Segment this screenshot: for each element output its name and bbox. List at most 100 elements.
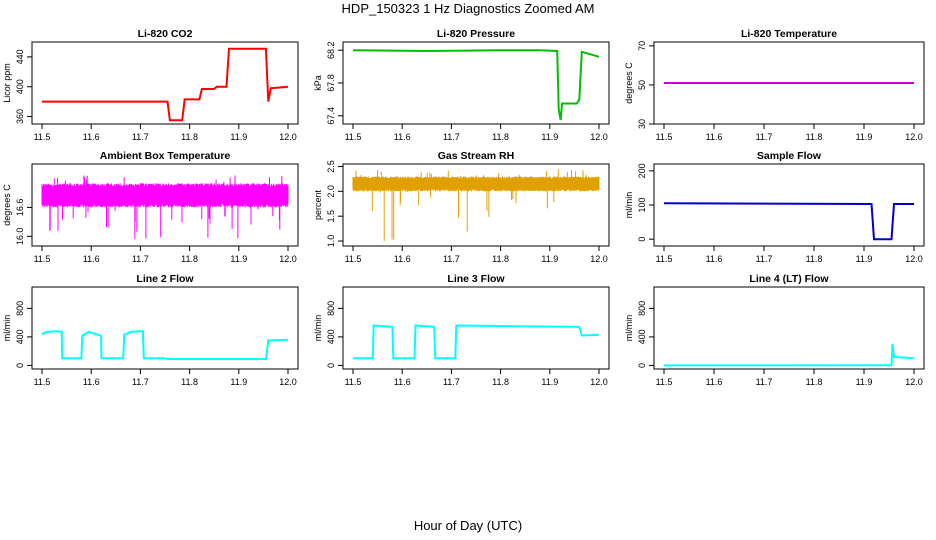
main-title: HDP_150323 1 Hz Diagnostics Zoomed AM	[341, 1, 595, 16]
x-tick-label: 11.7	[443, 132, 460, 142]
plot-frame	[342, 163, 610, 247]
series-line	[663, 343, 915, 367]
x-tick-label: 12.0	[590, 254, 608, 264]
series-line	[352, 49, 600, 121]
y-tick-label: 16.6	[15, 199, 25, 217]
x-tick-label: 12.0	[279, 132, 297, 142]
plot-frame	[653, 41, 925, 125]
y-axis-label: degrees C	[624, 62, 634, 104]
chart-panel-9: Line 4 (LT) Flow 11.5 11.6 11.7 11.8 11.9 12.0…	[624, 273, 925, 387]
y-tick-label: 1.5	[326, 210, 336, 223]
x-tick-label: 11.7	[756, 377, 773, 387]
plot-frame	[342, 41, 610, 125]
y-tick-label: 50	[637, 80, 647, 90]
y-tick-label: 800	[326, 301, 336, 316]
x-tick-label: 11.6	[706, 377, 723, 387]
x-tick-label: 11.8	[806, 132, 823, 142]
x-tick-label: 12.0	[905, 254, 923, 264]
y-tick-label: 100	[637, 197, 647, 212]
y-tick-label: 800	[637, 301, 647, 316]
x-tick-label: 11.5	[34, 377, 51, 387]
y-tick-label: 400	[15, 329, 25, 344]
x-tick-label: 12.0	[905, 377, 923, 387]
x-tick-label: 11.7	[132, 254, 149, 264]
chart-panel-3: Li-820 Temperature 11.5 11.6 11.7 11.8 11.9 12…	[624, 28, 925, 142]
series-line	[42, 47, 289, 122]
series-line	[663, 202, 914, 241]
x-tick-label: 11.8	[492, 132, 509, 142]
plot-frame	[653, 286, 925, 370]
x-tick-label: 11.5	[34, 132, 51, 142]
chart-panel-4: Ambient Box Temperature 11.5 11.6 11.7 11.8 1…	[2, 150, 299, 264]
y-tick-label: 400	[637, 329, 647, 344]
x-tick-label: 11.9	[856, 254, 873, 264]
x-tick-label: 11.8	[181, 377, 198, 387]
y-tick-label: 400	[326, 329, 336, 344]
x-tick-label: 12.0	[905, 132, 923, 142]
chart-title: Li-820 Temperature	[741, 28, 837, 40]
y-tick-label: 1.0	[326, 235, 336, 248]
y-tick-label: 360	[15, 109, 25, 124]
y-tick-label: 68.2	[326, 41, 336, 59]
x-tick-label: 11.8	[181, 254, 198, 264]
x-tick-label: 11.6	[83, 132, 100, 142]
x-tick-label: 11.6	[394, 254, 411, 264]
x-tick-label: 11.5	[345, 377, 362, 387]
x-tick-label: 11.9	[541, 132, 558, 142]
x-tick-label: 11.6	[83, 377, 100, 387]
y-tick-label: 16.0	[15, 228, 25, 246]
x-tick-label: 11.7	[443, 377, 460, 387]
x-tick-label: 11.9	[541, 254, 558, 264]
series-noise-band	[352, 169, 600, 241]
x-tick-label: 11.8	[181, 132, 198, 142]
x-tick-label: 11.6	[394, 377, 411, 387]
chart-panel-2: Li-820 Pressure 11.5 11.6 11.7 11.8 11.9 12.0 6…	[313, 28, 610, 142]
y-tick-label: 440	[15, 49, 25, 64]
chart-title: Ambient Box Temperature	[100, 150, 231, 162]
y-axis-label: kPa	[313, 75, 323, 91]
x-tick-label: 12.0	[590, 132, 608, 142]
x-tick-label: 11.6	[83, 254, 100, 264]
y-tick-label: 800	[15, 301, 25, 316]
y-axis-label: degrees C	[2, 184, 12, 226]
x-tick-label: 11.7	[132, 132, 149, 142]
y-tick-label: 2.5	[326, 160, 336, 173]
chart-panel-8: Line 3 Flow 11.5 11.6 11.7 11.8 11.9 12.0 0 400 8…	[313, 273, 610, 387]
x-tick-label: 11.5	[656, 254, 673, 264]
y-tick-label: 0	[637, 363, 647, 368]
x-tick-label: 11.5	[345, 132, 362, 142]
chart-title: Sample Flow	[757, 150, 822, 162]
x-tick-label: 11.6	[706, 254, 723, 264]
x-tick-label: 11.8	[806, 254, 823, 264]
x-tick-label: 11.8	[806, 377, 823, 387]
x-axis-label: Hour of Day (UTC)	[413, 518, 523, 533]
series-noise-band	[41, 175, 289, 239]
y-axis-label: ml/min	[2, 315, 12, 342]
chart-title: Line 4 (LT) Flow	[749, 273, 829, 285]
y-tick-label: 200	[637, 163, 647, 178]
x-tick-label: 12.0	[279, 377, 297, 387]
chart-title: Li-820 CO2	[138, 28, 193, 40]
plot-frame	[653, 163, 925, 247]
x-tick-label: 11.9	[230, 132, 247, 142]
x-tick-label: 11.6	[394, 132, 411, 142]
x-tick-label: 11.7	[443, 254, 460, 264]
chart-title: Li-820 Pressure	[437, 28, 515, 40]
y-tick-label: 0	[326, 363, 336, 368]
series-line	[41, 330, 289, 360]
x-tick-label: 11.5	[656, 132, 673, 142]
y-tick-label: 0	[15, 363, 25, 368]
x-tick-label: 11.9	[541, 377, 558, 387]
y-axis-label: ml/min	[624, 192, 634, 219]
x-tick-label: 12.0	[279, 254, 297, 264]
y-tick-label: 67.4	[326, 107, 336, 125]
x-tick-label: 11.5	[656, 377, 673, 387]
y-axis-label: ml/min	[313, 315, 323, 342]
x-tick-label: 11.9	[856, 377, 873, 387]
x-tick-label: 11.5	[345, 254, 362, 264]
y-tick-label: 400	[15, 79, 25, 94]
y-axis-label: percent	[313, 189, 323, 220]
chart-panel-5: Gas Stream RH 11.5 11.6 11.7 11.8 11.9 12.0 1.0…	[313, 150, 610, 264]
chart-panel-7: Line 2 Flow 11.5 11.6 11.7 11.8 11.9 12.0 0 400 8…	[2, 273, 299, 387]
